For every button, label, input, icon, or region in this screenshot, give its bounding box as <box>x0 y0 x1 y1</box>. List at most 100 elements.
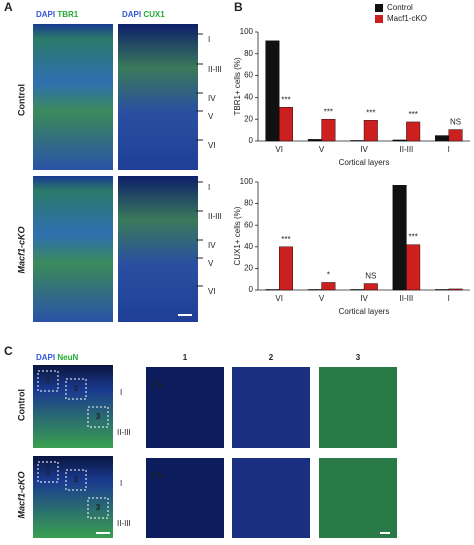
zoom-micrograph <box>319 458 397 538</box>
panel-c: C DAPI NeuN Control Macf1-cKO 1 2 3 I II-III… <box>4 344 397 538</box>
legend-label: Macf1-cKO <box>387 14 427 23</box>
inset-number: 1 <box>46 376 51 385</box>
panel-label: C <box>4 344 13 358</box>
channel: TBR1 <box>57 10 78 19</box>
scale-bar <box>380 532 390 534</box>
panel-label: A <box>4 0 13 14</box>
pia-label: Pia <box>152 471 164 480</box>
y-tick-label: 100 <box>240 27 254 36</box>
channel: DAPI <box>122 10 141 19</box>
x-tick-label: VI <box>275 145 283 154</box>
x-tick-label: II-III <box>400 145 414 154</box>
layer-label: II-III <box>208 212 222 221</box>
bar <box>363 283 378 291</box>
bar <box>435 289 449 291</box>
row-label: Control <box>16 389 26 421</box>
inset-box <box>65 378 87 400</box>
y-tick-label: 80 <box>244 49 253 58</box>
zoom-micrograph <box>146 458 224 538</box>
scale-bar <box>96 532 110 534</box>
legend-swatch <box>375 15 383 23</box>
significance: *** <box>281 235 290 244</box>
inset-number: 2 <box>74 384 79 393</box>
bar <box>321 118 336 142</box>
bar <box>350 140 365 142</box>
channel-header: DAPI TBR1 <box>36 10 79 19</box>
bar <box>435 135 449 142</box>
inset-box <box>87 497 109 519</box>
y-axis-label: CUX1+ cells (%) <box>233 206 242 265</box>
significance: *** <box>409 233 418 242</box>
micrograph <box>33 456 113 538</box>
bar <box>265 289 280 291</box>
micrograph <box>118 24 198 170</box>
legend-swatch <box>375 4 383 12</box>
micrograph <box>33 24 113 170</box>
significance: NS <box>450 118 461 127</box>
inset-box <box>65 469 87 491</box>
x-tick-label: V <box>319 145 325 154</box>
bar <box>406 244 421 291</box>
bar <box>307 289 322 291</box>
inset-number: 1 <box>46 467 51 476</box>
y-tick-label: 0 <box>249 285 254 294</box>
layer-label: I <box>208 35 210 44</box>
x-tick-label: II-III <box>400 294 414 303</box>
layer-label: IV <box>208 94 216 103</box>
y-tick-label: 80 <box>244 199 253 208</box>
layer-label: V <box>208 259 214 268</box>
channel-header: DAPI CUX1 <box>122 10 165 19</box>
bar <box>363 120 378 142</box>
layer-label: II-III <box>117 428 131 437</box>
panel-label: B <box>234 0 243 14</box>
bar <box>265 40 280 142</box>
x-tick-label: I <box>448 294 450 303</box>
y-tick-label: 40 <box>244 242 253 251</box>
row-label: Macf1-cKO <box>16 226 26 273</box>
significance: *** <box>281 95 290 104</box>
micrograph <box>33 176 113 322</box>
inset-box <box>87 406 109 428</box>
significance: NS <box>365 272 376 281</box>
significance: *** <box>366 108 375 117</box>
layer-label: VI <box>208 141 216 150</box>
channel: DAPI <box>36 10 55 19</box>
channel-header: DAPI NeuN <box>36 353 78 362</box>
bar <box>307 139 322 142</box>
bar <box>392 185 407 291</box>
zoom-micrograph <box>232 458 310 538</box>
layer-label: IV <box>208 241 216 250</box>
micrograph <box>118 176 198 322</box>
x-tick-label: V <box>319 294 325 303</box>
pia-label: Pia <box>152 380 164 389</box>
micrograph <box>33 365 113 448</box>
x-tick-label: IV <box>360 145 368 154</box>
bar <box>321 282 336 291</box>
zoom-micrograph <box>319 367 397 448</box>
y-tick-label: 60 <box>244 220 253 229</box>
scale-bar <box>178 314 192 316</box>
row-label: Macf1-cKO <box>16 471 26 518</box>
x-tick-label: VI <box>275 294 283 303</box>
inset-header: 1 <box>183 353 188 362</box>
y-axis-label: TBR1+ cells (%) <box>233 57 242 115</box>
significance: * <box>327 271 330 280</box>
inset-box <box>37 370 59 392</box>
inset-header: 3 <box>356 353 361 362</box>
layer-label: I <box>120 479 122 488</box>
x-tick-label: IV <box>360 294 368 303</box>
y-tick-label: 20 <box>244 264 253 273</box>
bar <box>279 107 293 142</box>
y-tick-label: 20 <box>244 114 253 123</box>
layer-label: I <box>208 183 210 192</box>
significance: *** <box>324 107 333 116</box>
inset-number: 3 <box>96 412 101 421</box>
bar <box>406 121 421 142</box>
bar <box>279 246 293 291</box>
layer-label: I <box>120 388 122 397</box>
layer-label: VI <box>208 287 216 296</box>
inset-box <box>37 461 59 483</box>
zoom-micrograph <box>146 367 224 448</box>
bar <box>448 288 463 291</box>
